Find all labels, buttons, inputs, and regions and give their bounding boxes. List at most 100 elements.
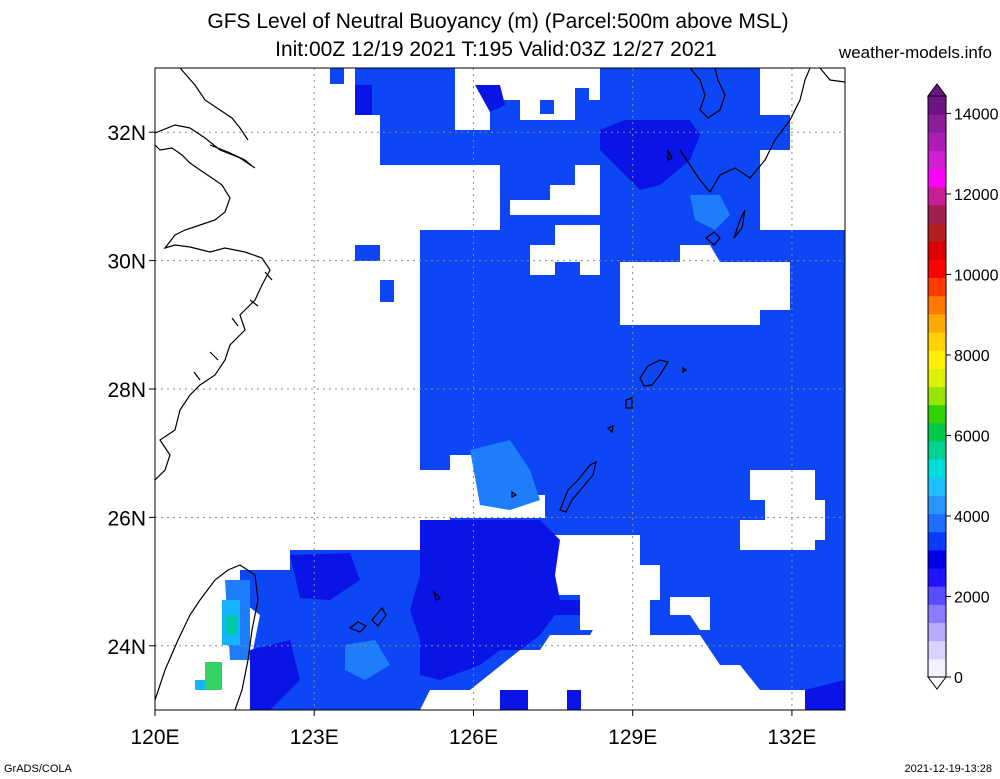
colorbar-label: 2000: [954, 589, 990, 606]
ryukyu-island: [682, 366, 688, 374]
tanegashima: [733, 209, 746, 239]
colorbar-swatch: [928, 350, 946, 369]
field-gap: [530, 225, 600, 275]
colorbar-frame: [927, 95, 947, 678]
ryukyu-island: [432, 590, 442, 601]
lon-tick-label: 129E: [608, 726, 657, 749]
colorbar-swatch: [928, 531, 946, 551]
colorbar-swatch: [928, 168, 946, 188]
generation-timestamp: 2021-12-19-13:28: [904, 763, 992, 775]
field-cell: [330, 68, 344, 84]
lat-tick-label: 26N: [107, 507, 146, 530]
lat-tick-label: 24N: [107, 636, 146, 659]
field-region-green: [225, 615, 237, 635]
colorbar-label: 12000: [954, 187, 999, 204]
colorbar-swatch: [928, 586, 946, 605]
colorbar-swatch: [928, 495, 946, 515]
lon-tick-label: 123E: [290, 726, 339, 749]
colorbar-swatch: [928, 223, 946, 242]
longitude-axis: 120E 123E 126E 129E 132E: [130, 710, 816, 749]
graticule: [155, 68, 845, 710]
colorbar: 14000 12000 10000 8000 6000 4000 2000 0: [927, 83, 999, 690]
colorbar-swatch: [928, 549, 946, 569]
field-gap: [670, 597, 710, 630]
field-region-deep: [600, 120, 700, 190]
colorbar-swatch: [928, 96, 946, 115]
colorbar-max-arrow: [927, 83, 947, 97]
colorbar-label: 8000: [954, 348, 990, 365]
colorbar-swatch: [928, 150, 946, 170]
colorbar-swatch: [928, 114, 946, 133]
field-cell: [355, 245, 380, 261]
chart-subtitle: Init:00Z 12/19 2021 T:195 Valid:03Z 12/2…: [275, 38, 717, 61]
buoyancy-field: [195, 68, 845, 710]
colorbar-swatch: [928, 332, 946, 351]
lon-tick-label: 120E: [130, 726, 179, 749]
colorbar-swatch: [928, 368, 946, 387]
kyushu-coast: [689, 68, 726, 119]
colorbar-swatch: [928, 440, 946, 460]
lat-tick-label: 32N: [107, 122, 146, 145]
kyushu-coast: [679, 68, 811, 194]
yakushima: [705, 231, 721, 246]
colorbar-swatch: [928, 459, 946, 478]
lon-tick-label: 132E: [767, 726, 816, 749]
amami-island: [639, 359, 669, 387]
colorbar-swatch: [928, 622, 946, 642]
field-region-deep: [805, 680, 845, 710]
field-gap: [740, 470, 825, 550]
china-coast: [155, 124, 256, 169]
field-region-green: [205, 662, 222, 690]
colorbar-label: 0: [954, 670, 963, 687]
ryukyu-island: [348, 621, 368, 633]
field-gap: [510, 165, 600, 215]
koshiki-island: [667, 149, 673, 161]
colorbar-swatch: [928, 132, 946, 151]
colorbar-min-arrow: [927, 676, 947, 690]
colorbar-label: 4000: [954, 509, 990, 526]
colorbar-swatch: [928, 386, 946, 406]
taiwan-coast: [155, 564, 259, 710]
colorbar-swatch: [928, 313, 946, 333]
field-region-deep: [290, 553, 360, 600]
amami-island: [625, 397, 633, 409]
yangtze-estuary: [209, 144, 253, 167]
lat-tick-label: 28N: [107, 379, 146, 402]
colorbar-swatch: [928, 568, 946, 587]
field-cell: [567, 690, 581, 710]
ryukyu-island: [371, 606, 387, 627]
field-region-deep: [475, 85, 505, 112]
colorbar-swatch: [928, 422, 946, 442]
colorbar-swatch: [928, 241, 946, 260]
kyushu-coast: [819, 68, 845, 83]
okinawa-island: [511, 490, 518, 498]
field-cell: [740, 88, 754, 102]
colorbar-swatch: [928, 604, 946, 624]
software-credit: GrADS/COLA: [4, 763, 72, 775]
colorbar-swatch: [928, 513, 946, 533]
colorbar-swatch: [928, 658, 946, 678]
field-region-light: [690, 195, 730, 230]
field-cell: [500, 690, 528, 710]
china-coast: [179, 68, 249, 141]
field-cell: [540, 100, 554, 114]
colorbar-swatch: [928, 477, 946, 496]
lat-tick-label: 30N: [107, 251, 146, 274]
colorbar-swatch: [928, 186, 946, 206]
colorbar-swatch: [928, 277, 946, 297]
field-cell: [575, 88, 589, 102]
okinawa-island: [559, 460, 597, 513]
field-region-deep: [410, 520, 580, 680]
colorbar-swatch: [928, 295, 946, 315]
china-coast: [155, 144, 271, 481]
field-region-deep: [250, 640, 300, 710]
field-region-deep: [355, 85, 372, 115]
colorbar-label: 10000: [954, 267, 999, 284]
field-gap: [620, 245, 790, 325]
chart-title: GFS Level of Neutral Buoyancy (m) (Parce…: [207, 10, 789, 33]
field-cell: [380, 280, 394, 302]
colorbar-swatch: [928, 204, 946, 224]
colorbar-swatch: [928, 404, 946, 424]
field-region-light: [345, 640, 390, 680]
